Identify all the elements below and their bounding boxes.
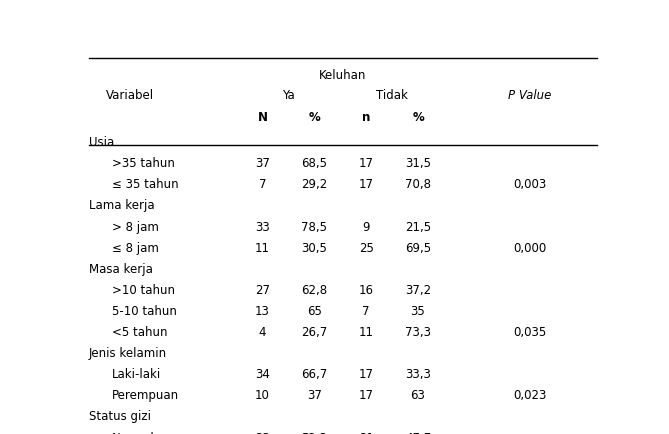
Text: 0,023: 0,023 [513,388,546,401]
Text: 10: 10 [255,388,270,401]
Text: 5-10 tahun: 5-10 tahun [112,304,177,317]
Text: P Value: P Value [508,89,551,102]
Text: 0,035: 0,035 [513,326,546,338]
Text: 30,5: 30,5 [302,241,327,254]
Text: 27: 27 [255,283,270,296]
Text: 33: 33 [255,220,270,233]
Text: Lama kerja: Lama kerja [89,199,155,212]
Text: Usia: Usia [89,136,114,149]
Text: %: % [412,111,424,124]
Text: 25: 25 [359,241,373,254]
Text: >35 tahun: >35 tahun [112,157,175,170]
Text: Normal: Normal [112,431,155,434]
Text: 11: 11 [359,326,374,338]
Text: Keluhan: Keluhan [319,69,367,82]
Text: 7: 7 [259,178,266,191]
Text: Jenis kelamin: Jenis kelamin [89,346,167,359]
Text: 68,5: 68,5 [301,157,327,170]
Text: 7: 7 [363,304,370,317]
Text: 63: 63 [411,388,425,401]
Text: 26,7: 26,7 [301,326,327,338]
Text: 70,8: 70,8 [405,178,431,191]
Text: 69,5: 69,5 [405,241,431,254]
Text: 73,3: 73,3 [405,326,431,338]
Text: 16: 16 [359,283,374,296]
Text: 78,5: 78,5 [301,220,327,233]
Text: 62,8: 62,8 [301,283,327,296]
Text: > 8 jam: > 8 jam [112,220,159,233]
Text: 33,3: 33,3 [405,368,431,380]
Text: ≤ 35 tahun: ≤ 35 tahun [112,178,179,191]
Text: 37: 37 [255,157,270,170]
Text: 47,7: 47,7 [405,431,431,434]
Text: n: n [362,111,371,124]
Text: 37,2: 37,2 [405,283,431,296]
Text: ≤ 8 jam: ≤ 8 jam [112,241,159,254]
Text: 11: 11 [255,241,270,254]
Text: 66,7: 66,7 [301,368,327,380]
Text: Status gizi: Status gizi [89,410,151,422]
Text: 21: 21 [359,431,374,434]
Text: 17: 17 [359,388,374,401]
Text: 65: 65 [307,304,322,317]
Text: 35: 35 [411,304,425,317]
Text: 34: 34 [255,368,270,380]
Text: Perempuan: Perempuan [112,388,179,401]
Text: >10 tahun: >10 tahun [112,283,175,296]
Text: 9: 9 [363,220,370,233]
Text: 4: 4 [259,326,266,338]
Text: 17: 17 [359,368,374,380]
Text: 17: 17 [359,157,374,170]
Text: 21,5: 21,5 [405,220,431,233]
Text: 0,000: 0,000 [513,241,546,254]
Text: Ya: Ya [282,89,295,102]
Text: Tidak: Tidak [376,89,408,102]
Text: 17: 17 [359,178,374,191]
Text: <5 tahun: <5 tahun [112,326,168,338]
Text: 31,5: 31,5 [405,157,431,170]
Text: Variabel: Variabel [106,89,155,102]
Text: 13: 13 [255,304,270,317]
Text: Masa kerja: Masa kerja [89,262,153,275]
Text: 0,003: 0,003 [513,178,546,191]
Text: N: N [258,111,268,124]
Text: 29,2: 29,2 [301,178,327,191]
Text: Laki-laki: Laki-laki [112,368,161,380]
Text: 23: 23 [255,431,270,434]
Text: 37: 37 [307,388,322,401]
Text: 52,3: 52,3 [301,431,327,434]
Text: %: % [308,111,320,124]
